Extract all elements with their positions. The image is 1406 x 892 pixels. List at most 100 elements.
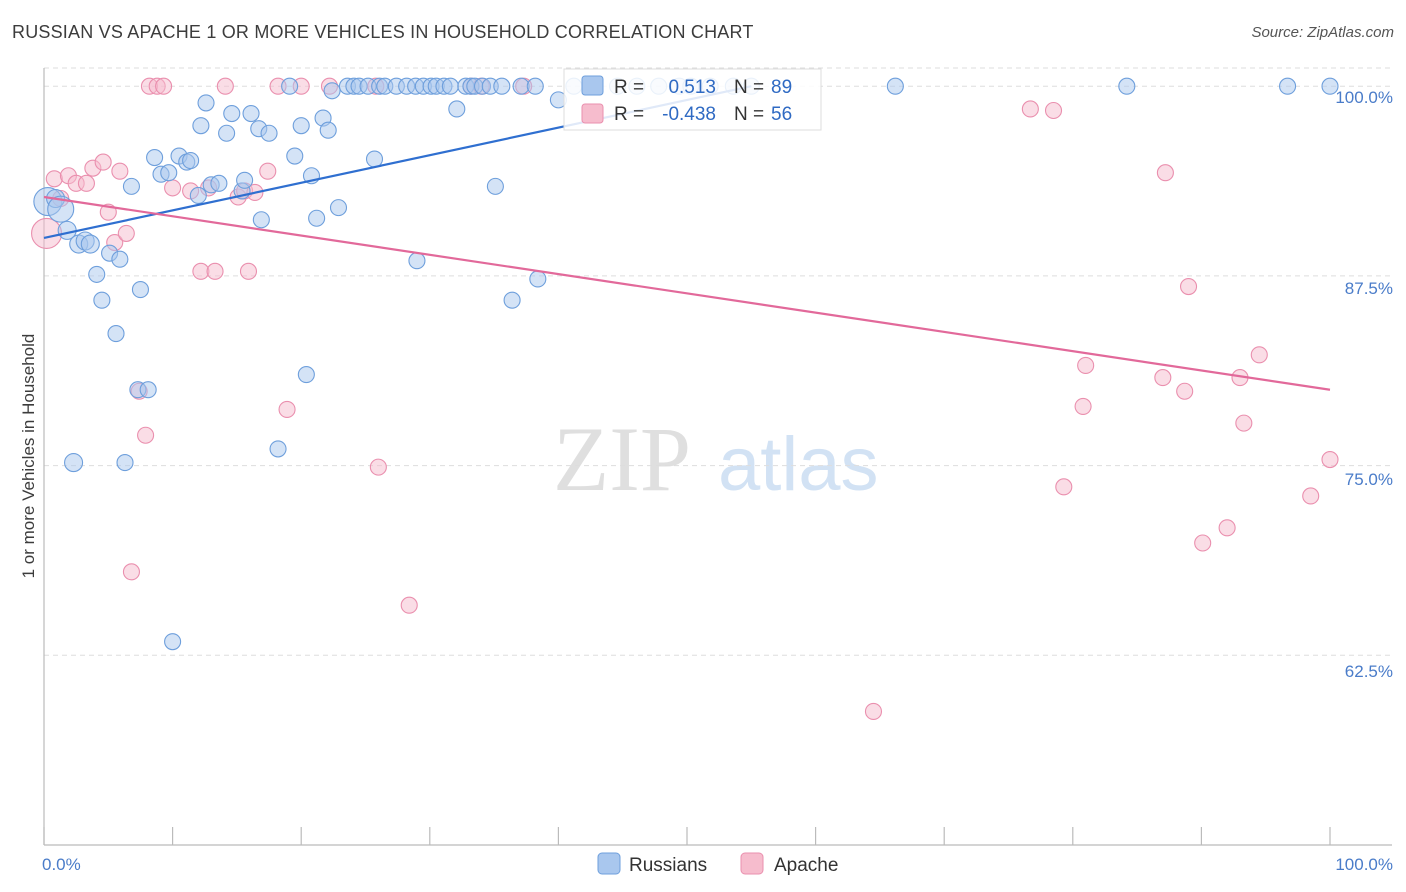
russians-point	[116, 454, 134, 472]
legend-n-label: N =	[734, 104, 764, 125]
apache-point	[239, 262, 258, 280]
russians-point	[146, 148, 164, 167]
russians-point	[441, 77, 459, 95]
russians-point	[329, 199, 348, 217]
y-tick-label: 100.0%	[1335, 88, 1393, 107]
apache-point	[1321, 450, 1339, 469]
russians-point	[197, 94, 215, 112]
apache-point	[1021, 100, 1039, 118]
bottom-legend-russians: Russians	[629, 855, 707, 876]
apache-point	[1154, 369, 1172, 387]
apache-point	[137, 426, 155, 444]
y-tick-label: 62.5%	[1345, 662, 1393, 681]
russians-point	[218, 124, 236, 142]
apache-point	[1077, 356, 1095, 374]
apache-point	[1176, 382, 1194, 400]
apache-point	[1302, 487, 1320, 505]
apache-point	[400, 596, 418, 614]
russians-point	[365, 150, 384, 168]
apache-point	[206, 262, 224, 280]
legend-r-value: -0.438	[662, 104, 716, 125]
russians-point	[223, 104, 241, 123]
russians-point	[286, 147, 304, 165]
apache-point	[77, 174, 95, 192]
russians-point	[131, 281, 149, 299]
legend-r-value: 0.513	[668, 77, 716, 98]
russians-point	[260, 124, 278, 142]
apache-point	[155, 77, 173, 95]
apache-points	[31, 77, 1339, 721]
russians-point	[319, 121, 337, 139]
apache-point	[94, 153, 112, 171]
russians-point	[210, 174, 228, 192]
apache-point	[1218, 519, 1236, 537]
y-tick-label: 75.0%	[1345, 470, 1393, 489]
apache-point	[1194, 534, 1212, 552]
russians-point	[64, 453, 84, 473]
bottom-legend-apache: Apache	[774, 855, 838, 876]
chart-source: Source: ZipAtlas.com	[1251, 24, 1394, 41]
russians-point	[236, 171, 254, 189]
legend-frame	[563, 68, 822, 131]
russians-point	[160, 164, 178, 182]
apache-point	[1074, 397, 1092, 415]
russians-point	[1321, 77, 1339, 95]
russians-point	[189, 186, 207, 205]
apache-point	[216, 77, 234, 95]
legend: R = 0.513 N = 89 R = -0.438 N = 56	[563, 68, 822, 131]
russians-point	[164, 633, 182, 651]
watermark-atlas: atlas	[718, 422, 879, 507]
y-tick-label: 87.5%	[1345, 279, 1393, 298]
russians-point	[242, 104, 260, 123]
russians-point	[252, 211, 270, 229]
russians-point	[107, 325, 125, 343]
russians-point	[308, 209, 326, 227]
russians-point	[269, 440, 287, 458]
bottom-legend: Russians Apache	[597, 852, 838, 876]
x-tick-label: 0.0%	[42, 855, 81, 874]
apache-point	[259, 162, 277, 180]
y-axis-label: 1 or more Vehicles in Household	[19, 334, 38, 579]
apache-point	[864, 702, 883, 721]
russians-point	[93, 291, 111, 309]
watermark-zip: ZIP	[553, 408, 691, 510]
x-tick-label: 100.0%	[1335, 855, 1393, 874]
apache-point	[1250, 346, 1268, 364]
apache-point	[1055, 478, 1073, 496]
russians-point	[886, 77, 904, 95]
russians-point	[192, 117, 210, 135]
russians-point	[122, 177, 140, 195]
russians-point	[281, 77, 299, 95]
russians-point	[80, 234, 100, 254]
apache-point	[31, 217, 63, 249]
apache-point	[1156, 164, 1174, 182]
apache-trend-line	[43, 195, 1331, 391]
chart-title: RUSSIAN VS APACHE 1 OR MORE VEHICLES IN …	[12, 22, 754, 42]
legend-swatch-apache	[581, 103, 604, 124]
russians-point	[1118, 77, 1136, 95]
apache-point	[45, 170, 63, 188]
russians-point	[297, 366, 315, 384]
legend-r-label: R =	[614, 104, 644, 125]
apache-point	[1044, 101, 1063, 120]
russians-point	[139, 381, 157, 399]
x-axis-ticks	[43, 827, 1331, 845]
apache-point	[369, 458, 387, 476]
russians-point	[47, 195, 75, 223]
russians-point	[493, 77, 511, 95]
russians-point	[526, 77, 544, 95]
russians-point	[529, 270, 547, 288]
russians-point	[408, 252, 426, 270]
russians-point	[88, 265, 106, 283]
apache-point	[117, 224, 135, 242]
legend-n-label: N =	[734, 77, 764, 98]
apache-point	[278, 400, 296, 419]
bottom-legend-swatch-apache	[740, 852, 764, 875]
russians-point	[503, 291, 521, 309]
gridlines	[44, 67, 1392, 656]
russians-point	[1279, 77, 1297, 95]
watermark: ZIP atlas	[553, 408, 879, 510]
apache-point	[1235, 414, 1253, 432]
legend-swatch-russians	[581, 75, 604, 96]
